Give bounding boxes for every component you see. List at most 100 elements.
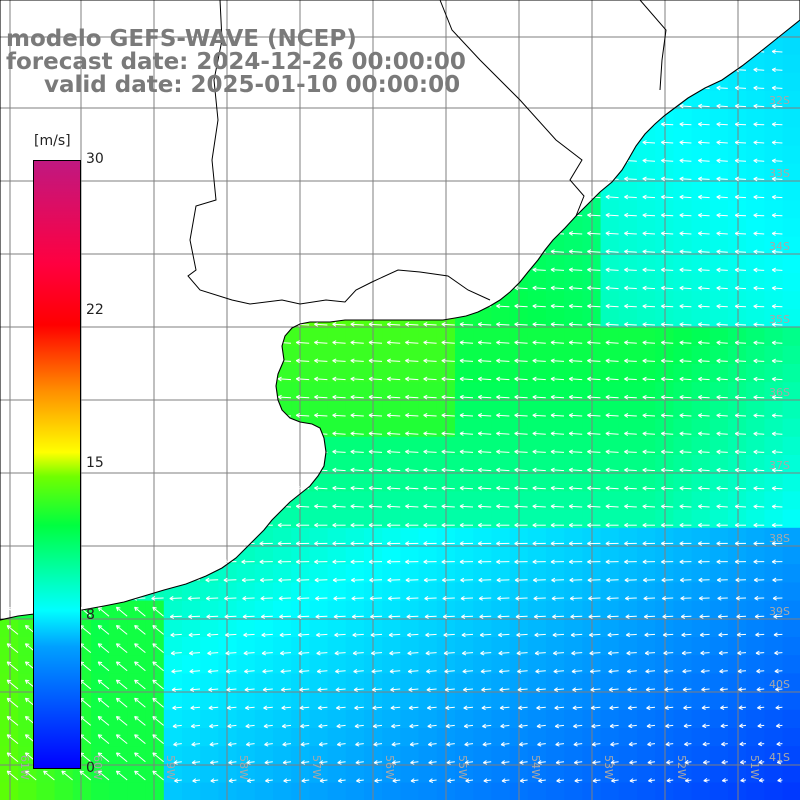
wind-arrow — [386, 504, 401, 509]
wind-arrow — [264, 760, 273, 765]
wind-speed-cell — [163, 709, 183, 729]
wind-speed-cell — [400, 436, 420, 456]
wind-arrow — [465, 778, 474, 783]
wind-arrow — [205, 595, 219, 601]
wind-arrow — [663, 668, 674, 674]
wind-speed-cell — [782, 728, 800, 747]
wind-speed-cell — [418, 527, 438, 547]
wind-arrow — [208, 687, 219, 692]
wind-arrow — [464, 760, 474, 765]
wind-arrow — [515, 614, 528, 619]
wind-speed-cell — [618, 382, 638, 401]
wind-arrow — [423, 522, 437, 528]
wind-arrow — [609, 705, 619, 711]
wind-arrow — [477, 431, 492, 436]
wind-speed-cell — [564, 473, 583, 492]
wind-arrow — [568, 559, 583, 565]
wind-arrow — [368, 522, 382, 528]
lon-label: 58W — [237, 755, 250, 780]
wind-arrow — [679, 231, 692, 236]
wind-arrow — [514, 449, 528, 455]
wind-speed-cell — [546, 618, 565, 638]
wind-arrow — [497, 595, 510, 601]
wind-speed-cell — [218, 764, 238, 784]
wind-speed-cell — [728, 746, 747, 765]
wind-speed-cell — [691, 673, 711, 693]
wind-arrow — [499, 687, 510, 692]
wind-speed-cell — [527, 673, 547, 693]
wind-speed-cell — [618, 782, 638, 800]
wind-arrow — [605, 413, 619, 418]
wind-speed-cell — [273, 709, 292, 729]
wind-arrow — [426, 687, 437, 692]
wind-speed-cell — [491, 618, 511, 638]
wind-speed-cell — [309, 691, 329, 711]
wind-arrow — [568, 303, 583, 309]
wind-speed-cell — [673, 709, 693, 729]
wind-speed-cell — [200, 673, 219, 693]
wind-arrow — [516, 632, 528, 638]
wind-speed-cell — [709, 382, 729, 401]
wind-arrow — [441, 504, 455, 509]
wind-arrow — [605, 394, 619, 400]
wind-speed-cell — [182, 709, 201, 729]
wind-speed-cell — [618, 600, 638, 620]
wind-speed-cell — [54, 782, 74, 800]
wind-speed-cell — [18, 782, 37, 800]
wind-arrow — [771, 395, 783, 400]
wind-arrow — [624, 394, 637, 400]
wind-speed-cell — [491, 327, 511, 347]
wind-speed-cell — [254, 673, 274, 693]
wind-arrow — [477, 485, 492, 491]
wind-speed-cell — [400, 473, 420, 492]
wind-arrow — [661, 504, 674, 509]
wind-arrow — [661, 413, 674, 418]
wind-arrow — [771, 213, 783, 218]
wind-arrow — [679, 194, 692, 200]
wind-speed-cell — [400, 746, 420, 765]
wind-arrow — [777, 777, 783, 783]
wind-speed-cell — [418, 618, 438, 638]
wind-arrow — [626, 650, 637, 656]
wind-arrow — [333, 595, 346, 601]
wind-arrow — [646, 705, 656, 711]
wind-speed-cell — [382, 764, 401, 784]
wind-arrow — [295, 358, 310, 364]
wind-speed-cell — [400, 673, 420, 693]
wind-arrow — [587, 358, 601, 364]
wind-arrow — [263, 705, 273, 711]
wind-arrow — [568, 376, 583, 382]
wind-speed-cell — [218, 673, 238, 693]
wind-speed-cell — [455, 746, 474, 765]
wind-speed-cell — [746, 127, 765, 147]
wind-arrow — [681, 632, 692, 638]
wind-arrow — [152, 625, 164, 635]
wind-arrow — [333, 614, 346, 619]
wind-speed-cell — [273, 637, 292, 656]
wind-speed-cell — [345, 691, 365, 711]
wind-speed-cell — [673, 400, 693, 420]
wind-arrow — [498, 650, 510, 656]
wind-arrow — [698, 376, 710, 382]
wind-speed-cell — [637, 709, 656, 729]
wind-arrow — [209, 741, 219, 747]
wind-arrow — [716, 340, 728, 346]
wind-arrow — [532, 485, 546, 491]
wind-arrow — [152, 770, 164, 781]
wind-speed-cell — [673, 782, 693, 800]
wind-arrow — [314, 376, 328, 382]
wind-speed-cell — [746, 746, 765, 765]
wind-speed-cell — [327, 691, 347, 711]
wind-arrow — [624, 340, 637, 346]
wind-arrow — [734, 249, 747, 255]
wind-speed-cell — [109, 600, 128, 620]
wind-arrow — [152, 679, 164, 690]
wind-speed-cell — [728, 254, 747, 274]
wind-speed-cell — [564, 455, 583, 474]
wind-arrow — [550, 340, 565, 345]
wind-speed-cell — [418, 655, 438, 674]
wind-arrow — [624, 249, 637, 255]
wind-arrow — [772, 595, 783, 601]
wind-arrow — [134, 625, 146, 635]
wind-arrow — [683, 705, 692, 711]
